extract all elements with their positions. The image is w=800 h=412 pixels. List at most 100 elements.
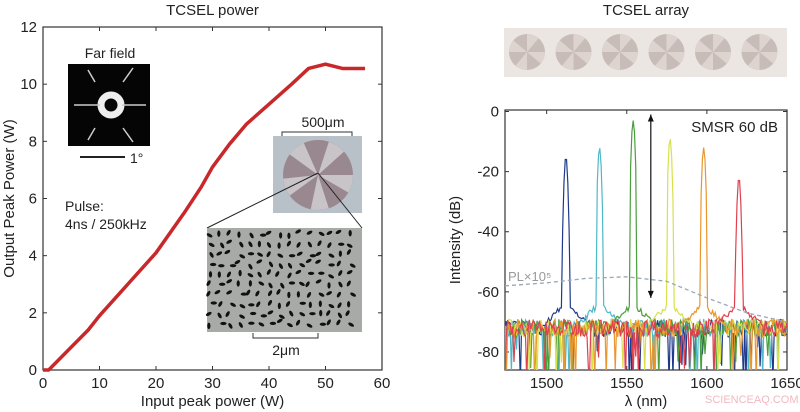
sem-hole [309,312,316,316]
sem-hole [217,312,222,319]
sem-hole [348,229,352,237]
pl-curve [505,276,787,323]
disk-sector [759,34,772,52]
sem-hole [305,258,312,264]
x-axis-label: Input peak power (W) [141,393,284,410]
sem-hole [226,271,232,278]
x-axis-label: λ (nm) [625,393,668,410]
sem-hole [279,232,283,239]
sem-hole [248,321,255,325]
sem-hole [239,314,245,319]
sem-hole [296,241,301,248]
y-axis-label: Output Peak Power (W) [1,119,18,277]
sem-hole [287,291,291,299]
sem-hole [278,314,285,319]
sem-hole [328,303,335,309]
y-tick-label: -40 [477,224,499,241]
sem-hole [288,254,296,258]
sem-hole [247,252,255,256]
disk-sector [654,52,667,70]
scale-bracket [252,333,319,339]
sem-hole [238,269,242,277]
sem-hole [266,242,272,248]
sem-hole [224,249,231,255]
device-image-inset: 500μm [206,114,363,229]
sem-hole [348,322,355,327]
sem-hole [210,301,217,305]
disk-sector [648,40,667,52]
array-photo [504,28,787,77]
sem-hole [206,280,211,286]
sem-hole [278,263,283,270]
spectrum-chart: 1500 1550 1600 1650 0 -20 -40 -60 -80 TCSEL array… [447,2,800,410]
disk-sector [713,34,725,52]
sem-hole [249,232,254,239]
arrow-icon [122,127,134,143]
y-tick-label: -20 [477,164,499,181]
sem-hole [319,322,327,326]
y-tick-label: 0 [491,104,499,121]
disk-sector [747,52,760,70]
sem-hole [248,263,253,270]
sem-hole [216,251,223,256]
sem-hole [299,312,306,317]
sem-hole [267,290,273,297]
y-tick-label: 0 [29,362,37,379]
far-field-inset: Far field 1° [68,45,150,166]
sem-hole [296,291,300,298]
sem-hole [268,261,274,268]
sem-hole [307,271,315,276]
sem-hole [280,282,285,289]
arrow-head-icon [647,114,654,122]
spectrum-series-4 [505,139,787,370]
disk-sector [283,175,318,196]
smsr-label: SMSR 60 dB [691,119,778,136]
y-tick-label: 2 [29,305,37,322]
sem-hole [328,274,335,279]
sem-hole [225,311,230,317]
sem-hole [319,309,323,317]
sem-hole [228,322,233,329]
pulse-label: Pulse: [65,198,104,214]
x-tick-label: 0 [39,375,47,392]
sem-hole [249,311,257,316]
sem-hole [336,260,341,267]
sem-hole [230,302,236,307]
x-tick-label: 60 [374,375,391,392]
sem-hole [208,242,215,247]
y-tick-label: 4 [29,248,37,265]
disk-sector [555,40,574,52]
sem-hole [306,230,313,235]
sem-hole [218,264,225,268]
sem-hole [226,290,233,295]
sem-hole [267,299,273,306]
disk-sector [573,52,592,64]
x-tick-label: 1650 [770,375,800,392]
sem-hole [226,229,231,236]
sem-hole [226,239,232,244]
sem-hole [207,322,211,330]
sem-hole [295,229,302,234]
sem-hole [246,289,251,296]
x-tick-label: 20 [148,375,165,392]
y-tick-label: -60 [477,284,499,301]
disk-sector [701,52,713,70]
sem-hole [206,233,213,238]
sem-hole [248,241,253,248]
sem-hole [318,292,325,297]
disk-sector [310,175,329,210]
sem-hole [217,271,221,278]
device-scale: 500μm [301,114,344,130]
sem-hole [295,269,302,275]
sem-hole [258,322,265,327]
sem-hole [205,311,212,317]
sem-hole [258,281,265,286]
sem-hole [239,241,244,248]
sem-hole [318,300,322,307]
sem-hole [326,319,331,326]
x-tick-label: 1600 [690,375,723,392]
sem-hole [299,263,306,268]
sem-hole [217,230,221,237]
sem-hole [287,262,293,269]
